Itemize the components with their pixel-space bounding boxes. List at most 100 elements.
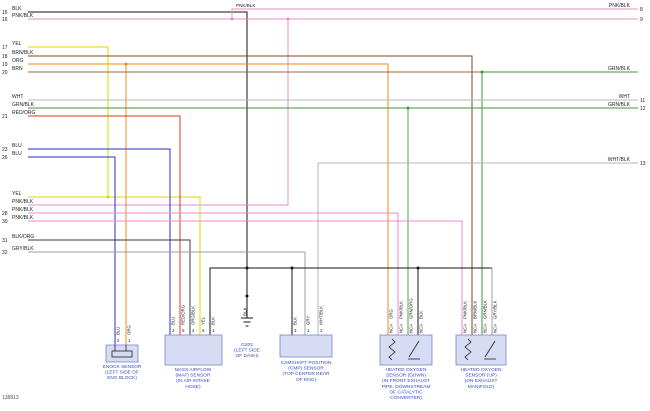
junction-dot — [245, 266, 249, 270]
wire-color-label: BLU — [12, 151, 22, 157]
wire-pnk-blk — [28, 220, 463, 335]
pin-terminal-label: NCA — [399, 324, 404, 333]
wire-color-label: GRY/BLK — [12, 246, 34, 252]
ecm-pin-number: 18 — [2, 54, 8, 60]
wire-color-label: GRN/BLK — [12, 102, 35, 108]
ecm-pin-number: 21 — [2, 114, 8, 120]
wire-color-label: ORG — [12, 58, 24, 64]
heater-element-symbol — [388, 338, 396, 361]
ecm-pin-number: 26 — [2, 155, 8, 161]
wire-pnk-blk — [231, 8, 638, 19]
component-label: OF CATALYTIC — [389, 389, 423, 395]
pin-terminal-label: NCA — [463, 324, 468, 333]
wire-color-label: BRN — [12, 66, 23, 72]
wire-wht-blk — [317, 162, 638, 335]
pin-wire-color-label: PNK/BLK — [399, 301, 404, 319]
pin-wire-color-label: RED/ORG — [181, 304, 186, 325]
ecm-pin-number: 28 — [2, 211, 8, 217]
component-label: (IN AIR INTAKE — [176, 378, 210, 384]
wire-color-label: GRN/BLK — [608, 102, 631, 108]
pin-wire-color-label: WHT/BLK — [319, 306, 324, 325]
pin-wire-color-label: BLU — [171, 317, 176, 325]
wire-color-label: PNK/BLK — [12, 199, 34, 205]
wire-yel — [28, 46, 109, 197]
pin-wire-color-label: BLK — [293, 317, 298, 325]
circuit-number: 11 — [640, 98, 645, 104]
wire-blk-org — [28, 239, 191, 335]
maf-sensor-box — [164, 334, 223, 366]
wire-blk — [209, 267, 492, 335]
junction-dot — [245, 294, 249, 298]
cmp-sensor-box — [279, 334, 333, 358]
pin-number-label: 5 — [182, 328, 185, 333]
component-label: (TOP CENTER REAR — [283, 371, 331, 377]
wire-blu — [28, 148, 171, 335]
pin-number-label: 4 — [192, 328, 195, 333]
component-label: SENSOR (UP) — [465, 373, 497, 379]
wire-color-label: BLK/ORG — [12, 234, 34, 240]
component-label: OF ENG) — [296, 377, 316, 383]
pin-wire-color-label: GRY/BLK — [493, 300, 498, 319]
ecm-pin-number: 31 — [2, 238, 8, 244]
wire-pnk-blk — [28, 212, 399, 335]
pin-wire-color-label: BLK — [419, 311, 424, 319]
component-label: MASS AIRFLOW — [175, 367, 212, 373]
piezo-element-symbol — [111, 350, 133, 358]
wire-grn-blk — [481, 71, 638, 335]
wire-color-label: YEL — [12, 41, 22, 47]
pin-wire-color-label: BLK — [211, 317, 216, 325]
wire-color-label: BLU — [12, 143, 22, 149]
pin-terminal-label: NCA — [389, 324, 394, 333]
component-label: (LEFT SIDE OF — [105, 370, 139, 376]
pin-wire-color-label: ORG — [389, 309, 394, 319]
wire-brn-blk — [28, 55, 473, 335]
pin-wire-color-label: ORG — [127, 325, 132, 335]
wire-blu — [28, 156, 116, 345]
junction-dot — [230, 17, 234, 21]
sensor-element-symbol — [484, 340, 496, 358]
pin-number-label: 1 — [128, 338, 131, 343]
pin-wire-color-label: ORG/BLK — [191, 306, 196, 325]
component-label: PIPE, DOWNSTREAM — [382, 384, 431, 390]
junction-dot — [290, 266, 294, 270]
component-label: (CMP) SENSOR — [288, 366, 324, 372]
pin-number-label: 2 — [320, 328, 323, 333]
component-label: CAMSHAFT POSITION — [281, 360, 332, 366]
pin-wire-color-label: GRN/ORG — [409, 298, 414, 319]
component-label: MANIFOLD) — [468, 384, 495, 390]
ground-label: G202 — [241, 342, 253, 348]
junction-dot — [124, 62, 128, 66]
ecm-pin-number: 32 — [2, 250, 8, 256]
wire-color-label: WHT — [12, 94, 23, 100]
wire-color-label: BLK — [12, 6, 22, 12]
pin-wire-color-label: PNK/BLK — [463, 301, 468, 319]
component-label: (IN FRONT EXHAUST — [382, 378, 430, 384]
ground-label: (LEFT SIDE — [234, 348, 260, 354]
wire-color-label: PNK/BLK — [609, 3, 631, 9]
heated-oxygen-sensor-down-box — [379, 334, 433, 366]
pin-terminal-label: NCA — [483, 324, 488, 333]
pin-number-label: 3 — [294, 328, 297, 333]
pin-wire-color-label: BLU — [116, 327, 121, 335]
junction-dot — [480, 70, 484, 74]
heated-oxygen-sensor-up-box — [455, 334, 507, 366]
junction-dot — [406, 106, 410, 110]
circuit-number: 13 — [640, 161, 646, 167]
wire-org — [28, 63, 389, 335]
pin-number-label: 6 — [202, 328, 205, 333]
wire-color-label: PNK/BLK — [12, 13, 34, 19]
pin-wire-color-label: GRY — [306, 316, 311, 325]
ecm-pin-number: 30 — [2, 219, 8, 225]
knock-sensor-box — [105, 344, 139, 363]
pin-terminal-label: NCA — [409, 324, 414, 333]
ecm-pin-number: 19 — [2, 62, 8, 68]
junction-dot — [106, 195, 110, 199]
component-label: HEATED OXYGEN — [386, 367, 427, 373]
pin-terminal-label: NCA — [493, 324, 498, 333]
wire-color-label: BRN/BLK — [12, 50, 34, 56]
pin-number-label: 1 — [212, 328, 215, 333]
ecm-pin-number: 15 — [2, 10, 8, 16]
component-label: ENG BLOCK) — [107, 375, 137, 381]
